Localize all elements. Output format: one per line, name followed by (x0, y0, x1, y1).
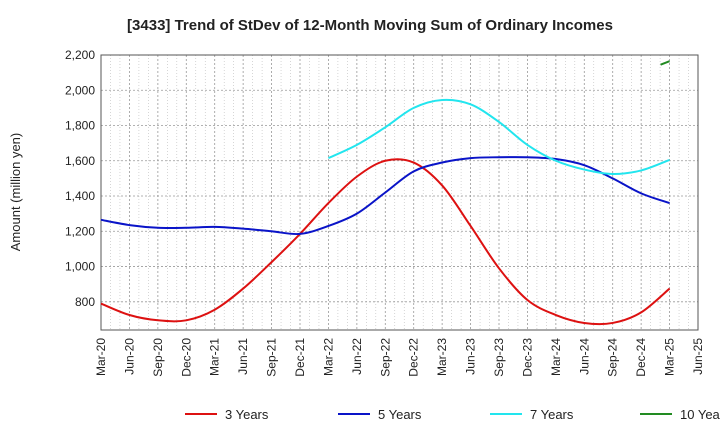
x-tick-label: Mar-22 (321, 338, 335, 376)
x-axis: Mar-20 Jun-20 Sep-20 Dec-20 Mar-21 Jun-21 Sep-… (94, 338, 705, 377)
x-tick-label: Jun-23 (464, 338, 478, 375)
y-tick-label: 2,000 (65, 83, 95, 97)
x-tick-label: Mar-24 (549, 338, 563, 376)
x-tick-label: Dec-20 (179, 338, 193, 377)
x-tick-label: Sep-20 (151, 338, 165, 377)
legend-label-5-years: 5 Years (378, 407, 422, 422)
legend-label-10-years: 10 Years (680, 407, 720, 422)
legend: 3 Years 5 Years 7 Years 10 Years (185, 407, 720, 422)
x-tick-label: Jun-22 (350, 338, 364, 375)
legend-label-3-years: 3 Years (225, 407, 269, 422)
x-tick-label: Dec-23 (520, 338, 534, 377)
x-tick-label: Sep-24 (606, 338, 620, 377)
x-tick-label: Dec-22 (407, 338, 421, 377)
series-line-3-years (100, 158, 671, 326)
y-axis-label: Amount (million yen) (8, 133, 23, 252)
series-line-7-years (328, 98, 670, 175)
x-tick-label: Dec-24 (634, 338, 648, 377)
plot-area (100, 54, 699, 331)
x-tick-label: Jun-24 (577, 338, 591, 375)
x-tick-label: Jun-21 (236, 338, 250, 375)
y-tick-label: 1,600 (65, 154, 95, 168)
x-tick-label: Mar-23 (435, 338, 449, 376)
grid (100, 54, 699, 330)
x-tick-label: Mar-25 (663, 338, 677, 376)
x-tick-label: Mar-21 (208, 338, 222, 376)
chart-title: [3433] Trend of StDev of 12-Month Moving… (127, 17, 613, 34)
x-tick-label: Dec-21 (293, 338, 307, 377)
x-tick-label: Sep-21 (265, 338, 279, 377)
y-tick-label: 1,000 (65, 260, 95, 274)
y-tick-label: 1,800 (65, 119, 95, 133)
series-line-10-years (660, 60, 670, 66)
x-tick-label: Sep-23 (492, 338, 506, 377)
x-tick-label: Sep-22 (378, 338, 392, 377)
x-tick-label: Jun-20 (122, 338, 136, 375)
y-tick-label: 1,400 (65, 189, 95, 203)
series-layer (100, 60, 671, 326)
legend-label-7-years: 7 Years (530, 407, 574, 422)
x-tick-label: Jun-25 (691, 338, 705, 375)
y-tick-label: 2,200 (65, 48, 95, 62)
series-line-5-years (100, 156, 670, 236)
y-tick-label: 800 (75, 295, 95, 309)
x-tick-label: Mar-20 (94, 338, 108, 376)
y-axis: 800 1,000 1,200 1,400 1,600 1,800 2,000 2,200 (65, 48, 95, 309)
y-tick-label: 1,200 (65, 224, 95, 238)
